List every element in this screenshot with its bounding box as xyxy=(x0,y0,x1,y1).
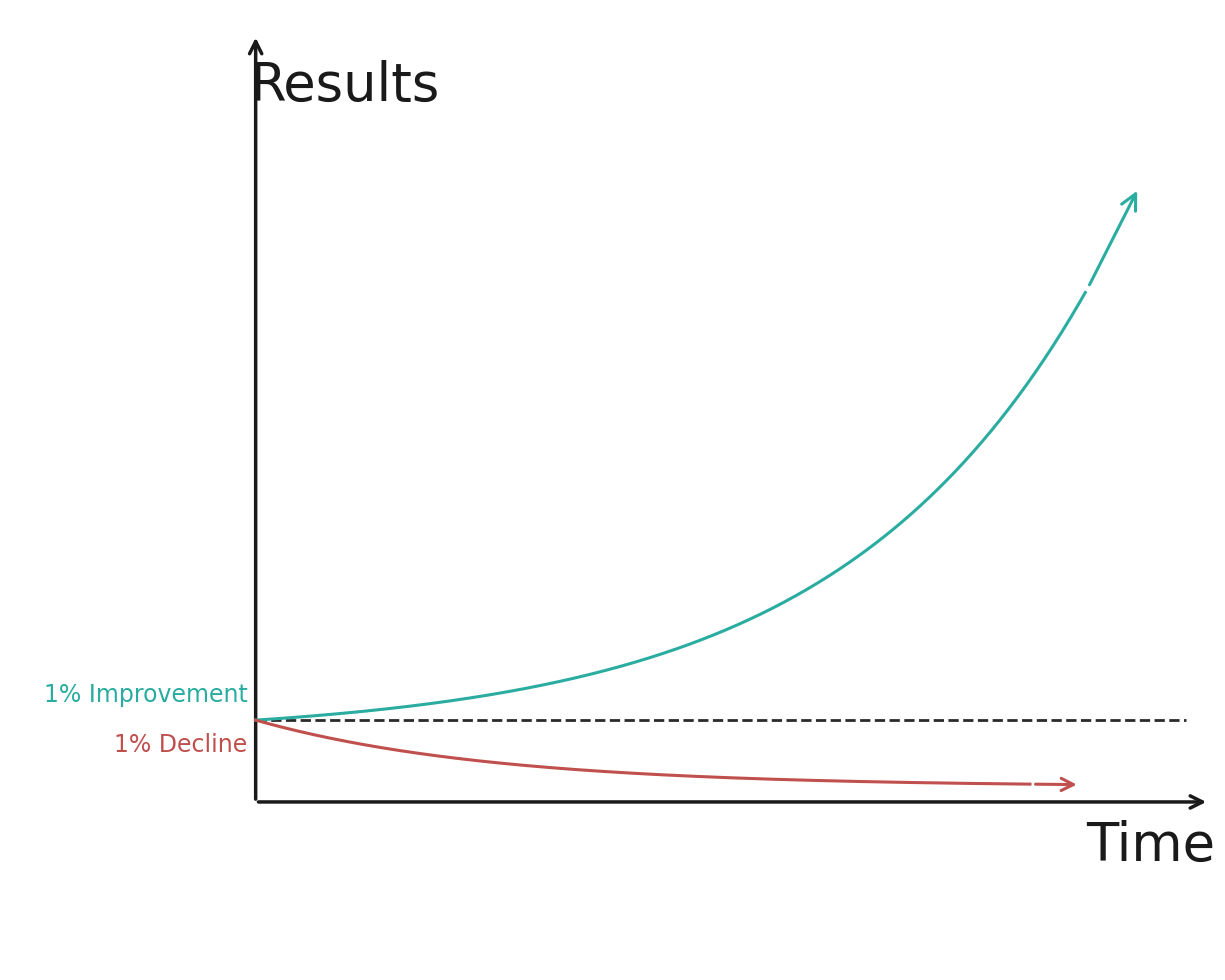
Text: 1% Improvement: 1% Improvement xyxy=(44,683,247,707)
Text: Time: Time xyxy=(1085,820,1215,872)
Text: 1% Decline: 1% Decline xyxy=(114,733,247,758)
Text: Results: Results xyxy=(250,61,440,113)
